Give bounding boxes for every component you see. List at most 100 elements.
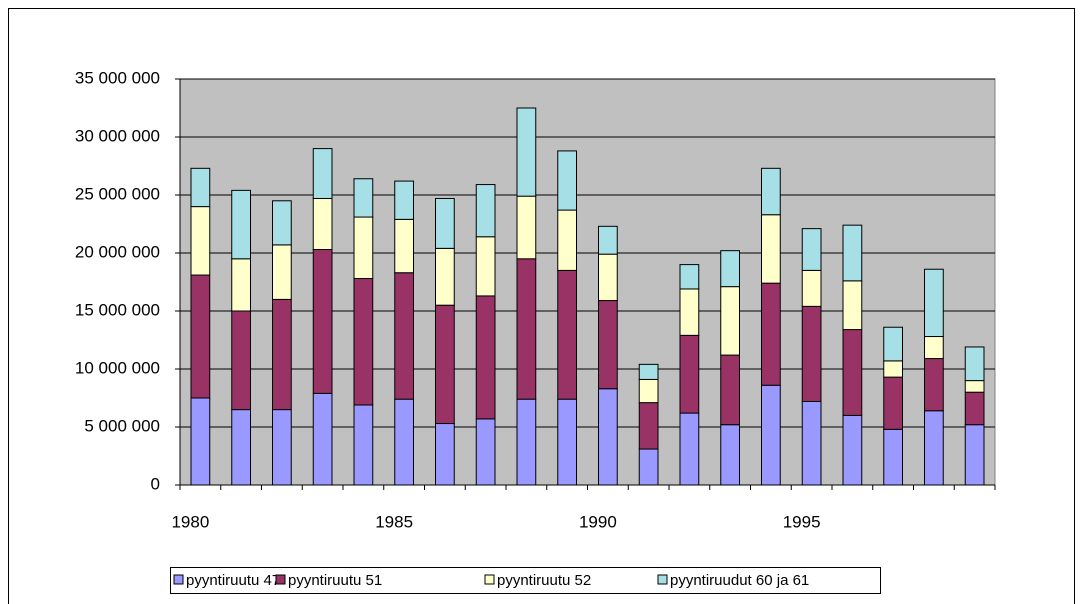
bar-segment bbox=[557, 150, 577, 211]
bar-segment bbox=[924, 358, 944, 412]
bar-segment bbox=[720, 424, 740, 486]
legend-label: pyyntiruutu 52 bbox=[497, 572, 591, 589]
bar-segment bbox=[842, 414, 863, 486]
bar-segment bbox=[353, 404, 374, 486]
bar-segment bbox=[761, 282, 781, 386]
legend-swatch bbox=[484, 574, 495, 585]
bar-segment bbox=[679, 288, 700, 336]
bar-segment bbox=[312, 197, 333, 251]
y-tick-label: 35 000 000 bbox=[75, 68, 160, 87]
bar-segment bbox=[761, 384, 781, 486]
y-tick-label: 25 000 000 bbox=[75, 184, 160, 203]
bar-segment bbox=[720, 250, 740, 288]
bar-segment bbox=[638, 402, 659, 450]
bar-segment bbox=[516, 258, 537, 400]
bar-segment bbox=[435, 423, 455, 486]
bar-segment bbox=[312, 392, 333, 486]
bar-segment bbox=[557, 398, 577, 486]
bar-segment bbox=[720, 354, 740, 426]
bar-segment bbox=[394, 218, 414, 274]
bar-segment bbox=[312, 148, 333, 199]
chart-frame bbox=[8, 8, 1075, 604]
bar-segment bbox=[801, 400, 822, 486]
legend-swatch bbox=[173, 574, 184, 585]
bar-segment bbox=[842, 224, 863, 282]
x-tick-label: 1980 bbox=[171, 512, 209, 531]
bar-segment bbox=[761, 167, 781, 216]
bar-segment bbox=[190, 274, 211, 399]
bar-segment bbox=[720, 286, 740, 356]
bar-segment bbox=[964, 380, 985, 393]
legend-label: pyyntiruutu 47 bbox=[186, 572, 280, 589]
bar-segment bbox=[353, 278, 374, 406]
bar-segment bbox=[679, 334, 700, 414]
x-tick-label: 1990 bbox=[579, 512, 617, 531]
bar-segment bbox=[883, 428, 903, 486]
bar-segment bbox=[842, 329, 863, 416]
bar-segment bbox=[231, 258, 251, 312]
bar-segment bbox=[353, 216, 374, 280]
bar-segment bbox=[231, 409, 251, 486]
bar-segment bbox=[353, 178, 374, 218]
bar-segment bbox=[964, 391, 985, 426]
bar-segment bbox=[516, 398, 537, 486]
bar-segment bbox=[475, 236, 496, 297]
bar-segment bbox=[435, 247, 455, 306]
bar-segment bbox=[598, 300, 618, 390]
bar-segment bbox=[475, 295, 496, 420]
bar-segment bbox=[190, 167, 211, 208]
bar-segment bbox=[638, 448, 659, 486]
bar-segment bbox=[801, 305, 822, 402]
bar-segment bbox=[272, 200, 292, 246]
y-tick-label: 20 000 000 bbox=[75, 242, 160, 261]
bar-segment bbox=[924, 410, 944, 486]
bar-segment bbox=[435, 304, 455, 425]
bar-segment bbox=[964, 346, 985, 382]
y-tick-label: 0 bbox=[151, 474, 160, 493]
x-tick-label: 1985 bbox=[375, 512, 413, 531]
bar-segment bbox=[964, 424, 985, 486]
legend-swatch bbox=[657, 574, 668, 585]
y-tick-label: 30 000 000 bbox=[75, 126, 160, 145]
bar-segment bbox=[190, 206, 211, 276]
bar-segment bbox=[842, 280, 863, 331]
bar-segment bbox=[638, 378, 659, 404]
y-tick-label: 15 000 000 bbox=[75, 300, 160, 319]
bar-segment bbox=[924, 268, 944, 338]
bar-segment bbox=[801, 228, 822, 271]
bar-segment bbox=[312, 249, 333, 394]
bar-segment bbox=[394, 272, 414, 400]
bar-segment bbox=[231, 310, 251, 411]
bar-segment bbox=[394, 180, 414, 220]
bar-segment bbox=[394, 398, 414, 486]
bar-segment bbox=[598, 225, 618, 255]
y-tick-label: 10 000 000 bbox=[75, 358, 160, 377]
bar-segment bbox=[231, 189, 251, 260]
bar-segment bbox=[883, 360, 903, 378]
x-tick-label: 1995 bbox=[783, 512, 821, 531]
bar-segment bbox=[679, 264, 700, 290]
legend-swatch bbox=[275, 574, 286, 585]
plot-area bbox=[179, 78, 996, 486]
bar-segment bbox=[557, 269, 577, 400]
y-tick-label: 5 000 000 bbox=[84, 416, 160, 435]
bar-segment bbox=[516, 107, 537, 197]
bar-segment bbox=[638, 363, 659, 380]
bar-segment bbox=[883, 326, 903, 362]
bar-segment bbox=[272, 298, 292, 411]
bar-segment bbox=[801, 269, 822, 307]
legend-box bbox=[170, 567, 881, 594]
bar-segment bbox=[475, 184, 496, 238]
legend-label: pyyntiruutu 51 bbox=[288, 572, 382, 589]
bar-segment bbox=[761, 214, 781, 284]
bar-segment bbox=[190, 397, 211, 486]
bar-segment bbox=[516, 195, 537, 260]
bar-segment bbox=[435, 197, 455, 249]
legend-label: pyyntiruudut 60 ja 61 bbox=[670, 572, 809, 589]
bar-segment bbox=[272, 244, 292, 300]
bar-segment bbox=[679, 412, 700, 486]
bar-segment bbox=[272, 409, 292, 486]
bar-segment bbox=[883, 376, 903, 430]
bar-segment bbox=[557, 209, 577, 271]
